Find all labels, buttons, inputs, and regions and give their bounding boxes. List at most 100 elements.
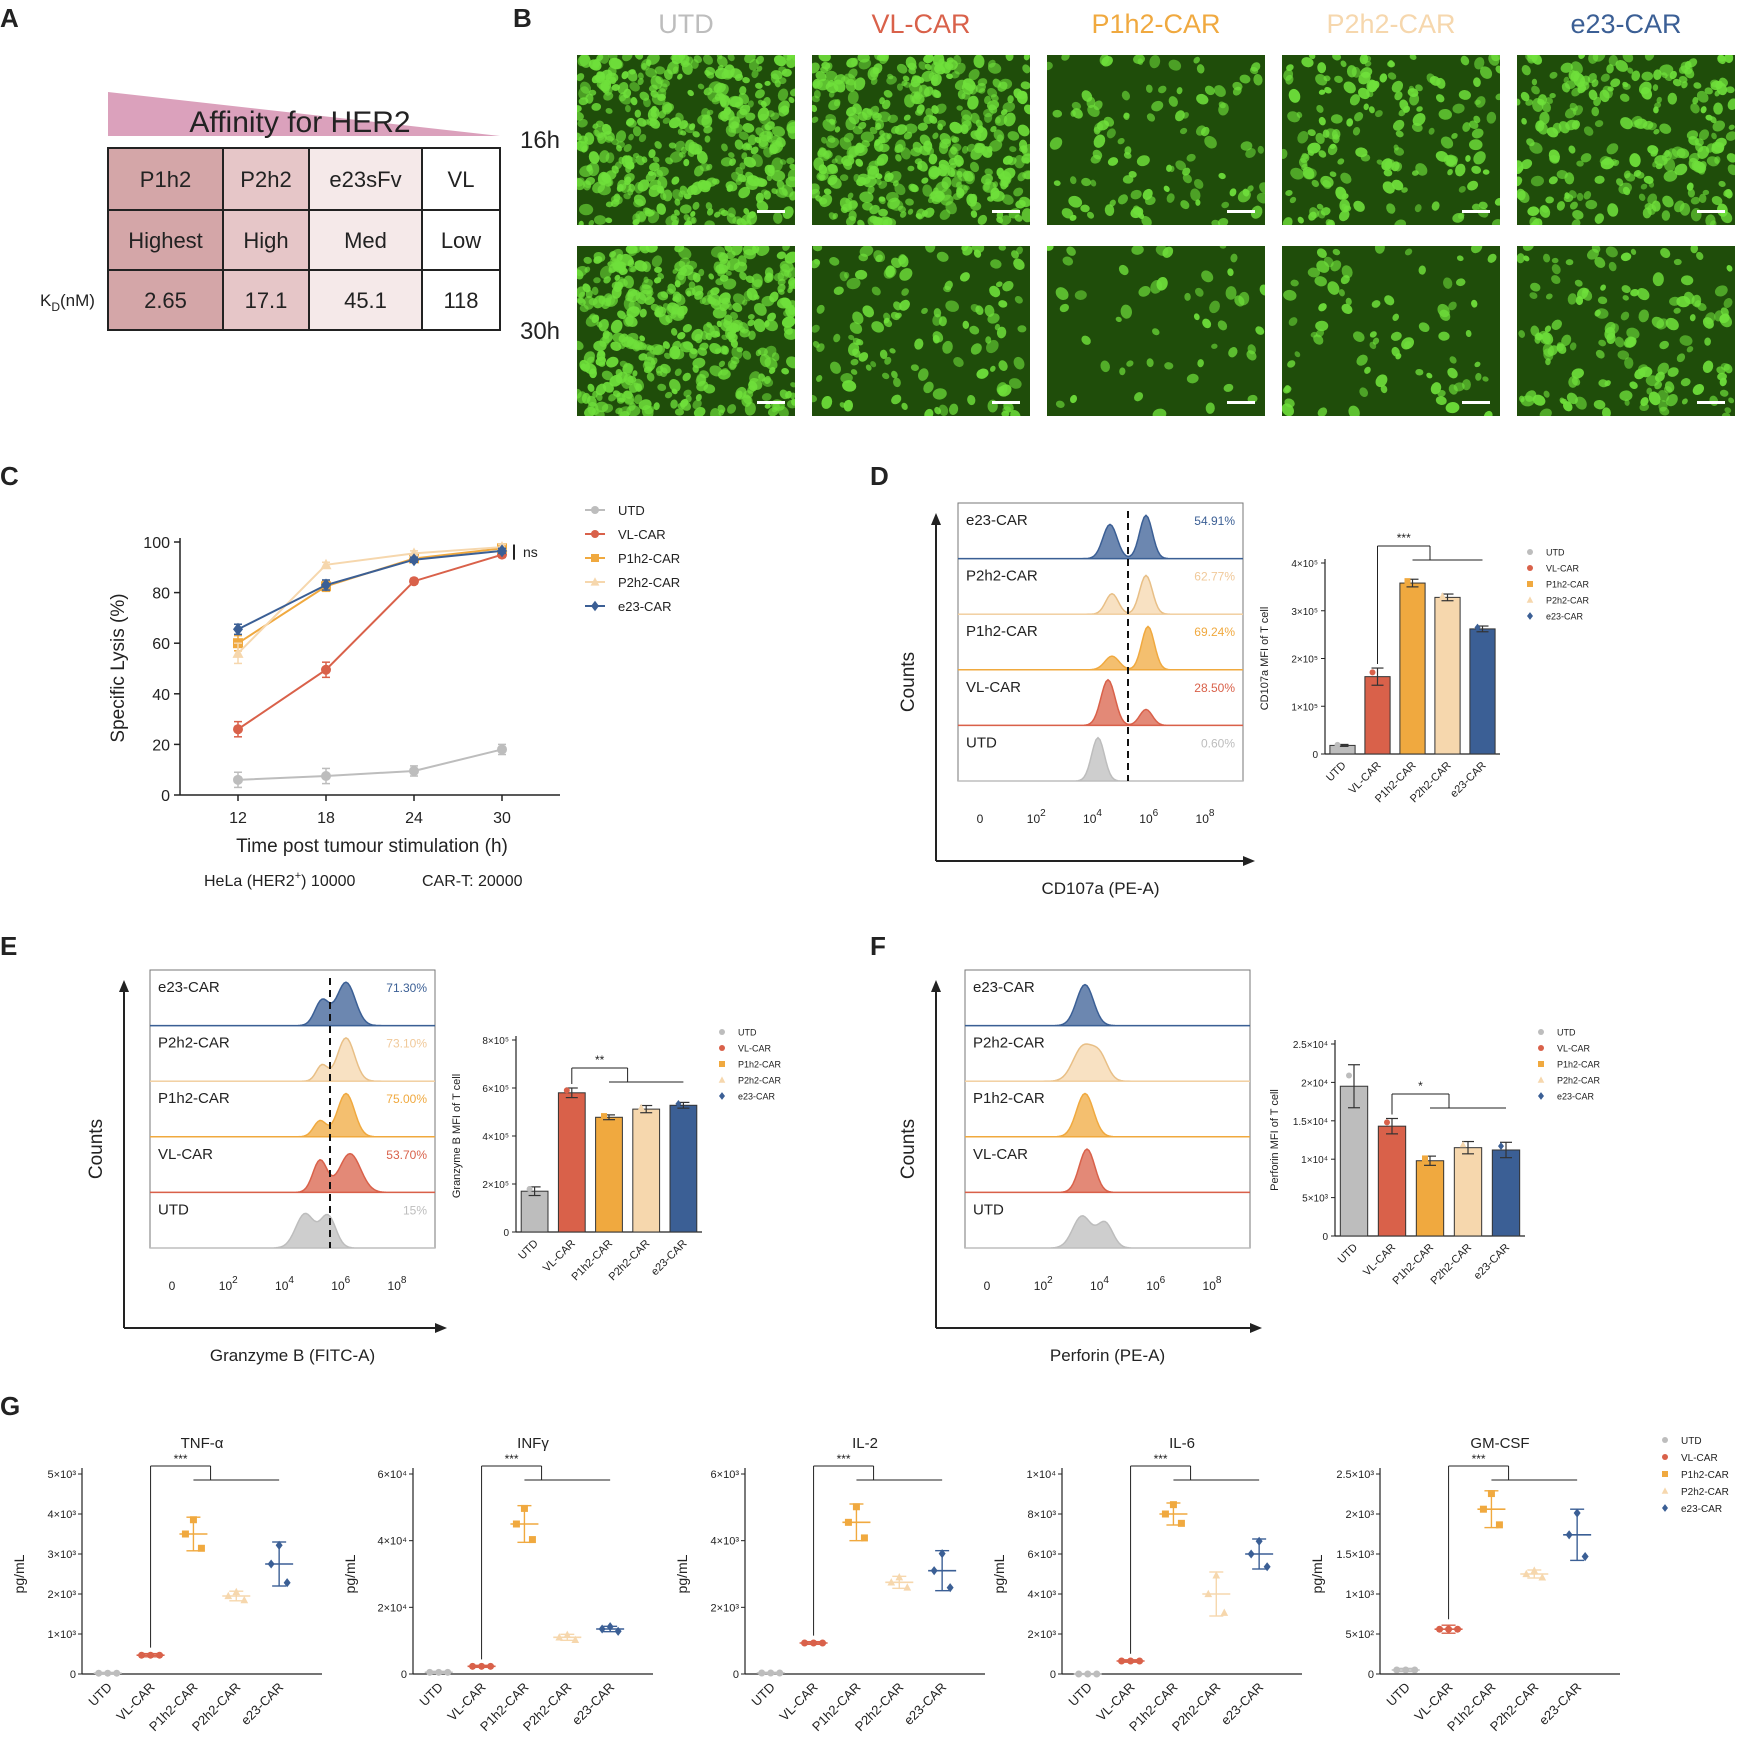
cell [1000, 109, 1008, 116]
cell [1322, 179, 1332, 189]
micrograph-image [577, 246, 795, 416]
legend-label: VL-CAR [1546, 564, 1580, 574]
bar [669, 1104, 698, 1233]
cell [761, 124, 771, 133]
cell [812, 394, 817, 403]
cell [1594, 213, 1605, 224]
x-tick-label: UTD [516, 1238, 541, 1263]
replicate-point [614, 1626, 622, 1636]
replicate-point [1118, 1657, 1126, 1665]
cell [632, 218, 640, 225]
y-tick-label: 3×10⁵ [1291, 607, 1318, 618]
cell [924, 408, 934, 416]
replicate-point [1573, 1508, 1581, 1518]
cell [675, 112, 684, 122]
histogram-frame [964, 969, 1251, 1249]
cell [634, 260, 648, 272]
cell [1283, 289, 1297, 301]
y-tick-label: 6×10³ [711, 1469, 740, 1481]
cell [818, 197, 828, 205]
cell [755, 55, 764, 65]
cell [1287, 360, 1296, 368]
cell [788, 96, 795, 104]
panel-letter-B: B [513, 3, 532, 33]
cell [1081, 90, 1093, 102]
cell [1593, 399, 1606, 410]
cell [696, 150, 708, 164]
cell [599, 150, 610, 163]
track-label: e23-CAR [158, 979, 220, 996]
cell [581, 145, 588, 153]
cell [616, 184, 624, 192]
cell [1531, 55, 1543, 65]
cell [1320, 207, 1331, 216]
cell [628, 382, 640, 393]
legend-marker [719, 1092, 725, 1100]
cell [1629, 381, 1638, 390]
cell [1673, 258, 1682, 266]
micrograph-column-title: P1h2-CAR [1091, 9, 1220, 39]
cell [1376, 159, 1383, 165]
cell [695, 393, 702, 402]
cell [1022, 64, 1030, 74]
footnote-right: CAR-T: 20000 [422, 873, 523, 890]
legend-marker [718, 1076, 726, 1083]
cell [787, 287, 793, 294]
cell [1696, 251, 1704, 261]
cell [709, 365, 723, 377]
cell [869, 126, 878, 135]
cell [1571, 219, 1581, 225]
track-label: UTD [158, 1201, 189, 1218]
cell [1375, 374, 1388, 388]
cell [756, 246, 770, 256]
cell [659, 314, 671, 326]
cell [909, 81, 923, 95]
y-tick-label: 2×10⁵ [482, 1180, 509, 1191]
y-tick-label: 1×10⁴ [1026, 1469, 1056, 1481]
cell [599, 55, 610, 64]
cell [1348, 405, 1360, 416]
cell [1221, 201, 1230, 209]
cell [742, 350, 752, 360]
replicate-point [1495, 1521, 1503, 1529]
cell [962, 320, 970, 329]
cell [829, 257, 840, 266]
cell [684, 139, 695, 152]
cell [1303, 168, 1317, 180]
cell [755, 192, 764, 203]
cell [1163, 185, 1170, 193]
replicate-point [1436, 1625, 1444, 1633]
cell [654, 66, 666, 75]
data-point [409, 576, 419, 587]
cell [680, 398, 689, 408]
cell [689, 348, 698, 355]
x-tick-label: 108 [1196, 808, 1215, 826]
cell [1558, 121, 1570, 134]
cell [987, 62, 1002, 74]
cell [1109, 199, 1116, 207]
cell [1549, 93, 1556, 99]
cell [1282, 148, 1288, 159]
cell [912, 141, 923, 153]
scale-bar [992, 210, 1020, 213]
cell [1531, 85, 1540, 95]
cell [1391, 80, 1404, 93]
cell [1363, 103, 1369, 111]
cell [1598, 379, 1609, 388]
cell [1070, 110, 1076, 117]
cell [614, 161, 622, 170]
cell [714, 348, 722, 354]
cell [1690, 103, 1700, 114]
cell [720, 345, 728, 355]
cell [948, 403, 959, 415]
replicate-point [1404, 578, 1411, 585]
legend-label: P1h2-CAR [1557, 1060, 1601, 1070]
sig-stars: * [1418, 1079, 1423, 1093]
cell [987, 196, 994, 202]
cell [852, 126, 863, 135]
cell [1168, 59, 1182, 71]
panel-letter-E: E [0, 931, 17, 961]
y-tick-label: 6×10⁵ [482, 1084, 509, 1095]
cell [756, 65, 763, 72]
